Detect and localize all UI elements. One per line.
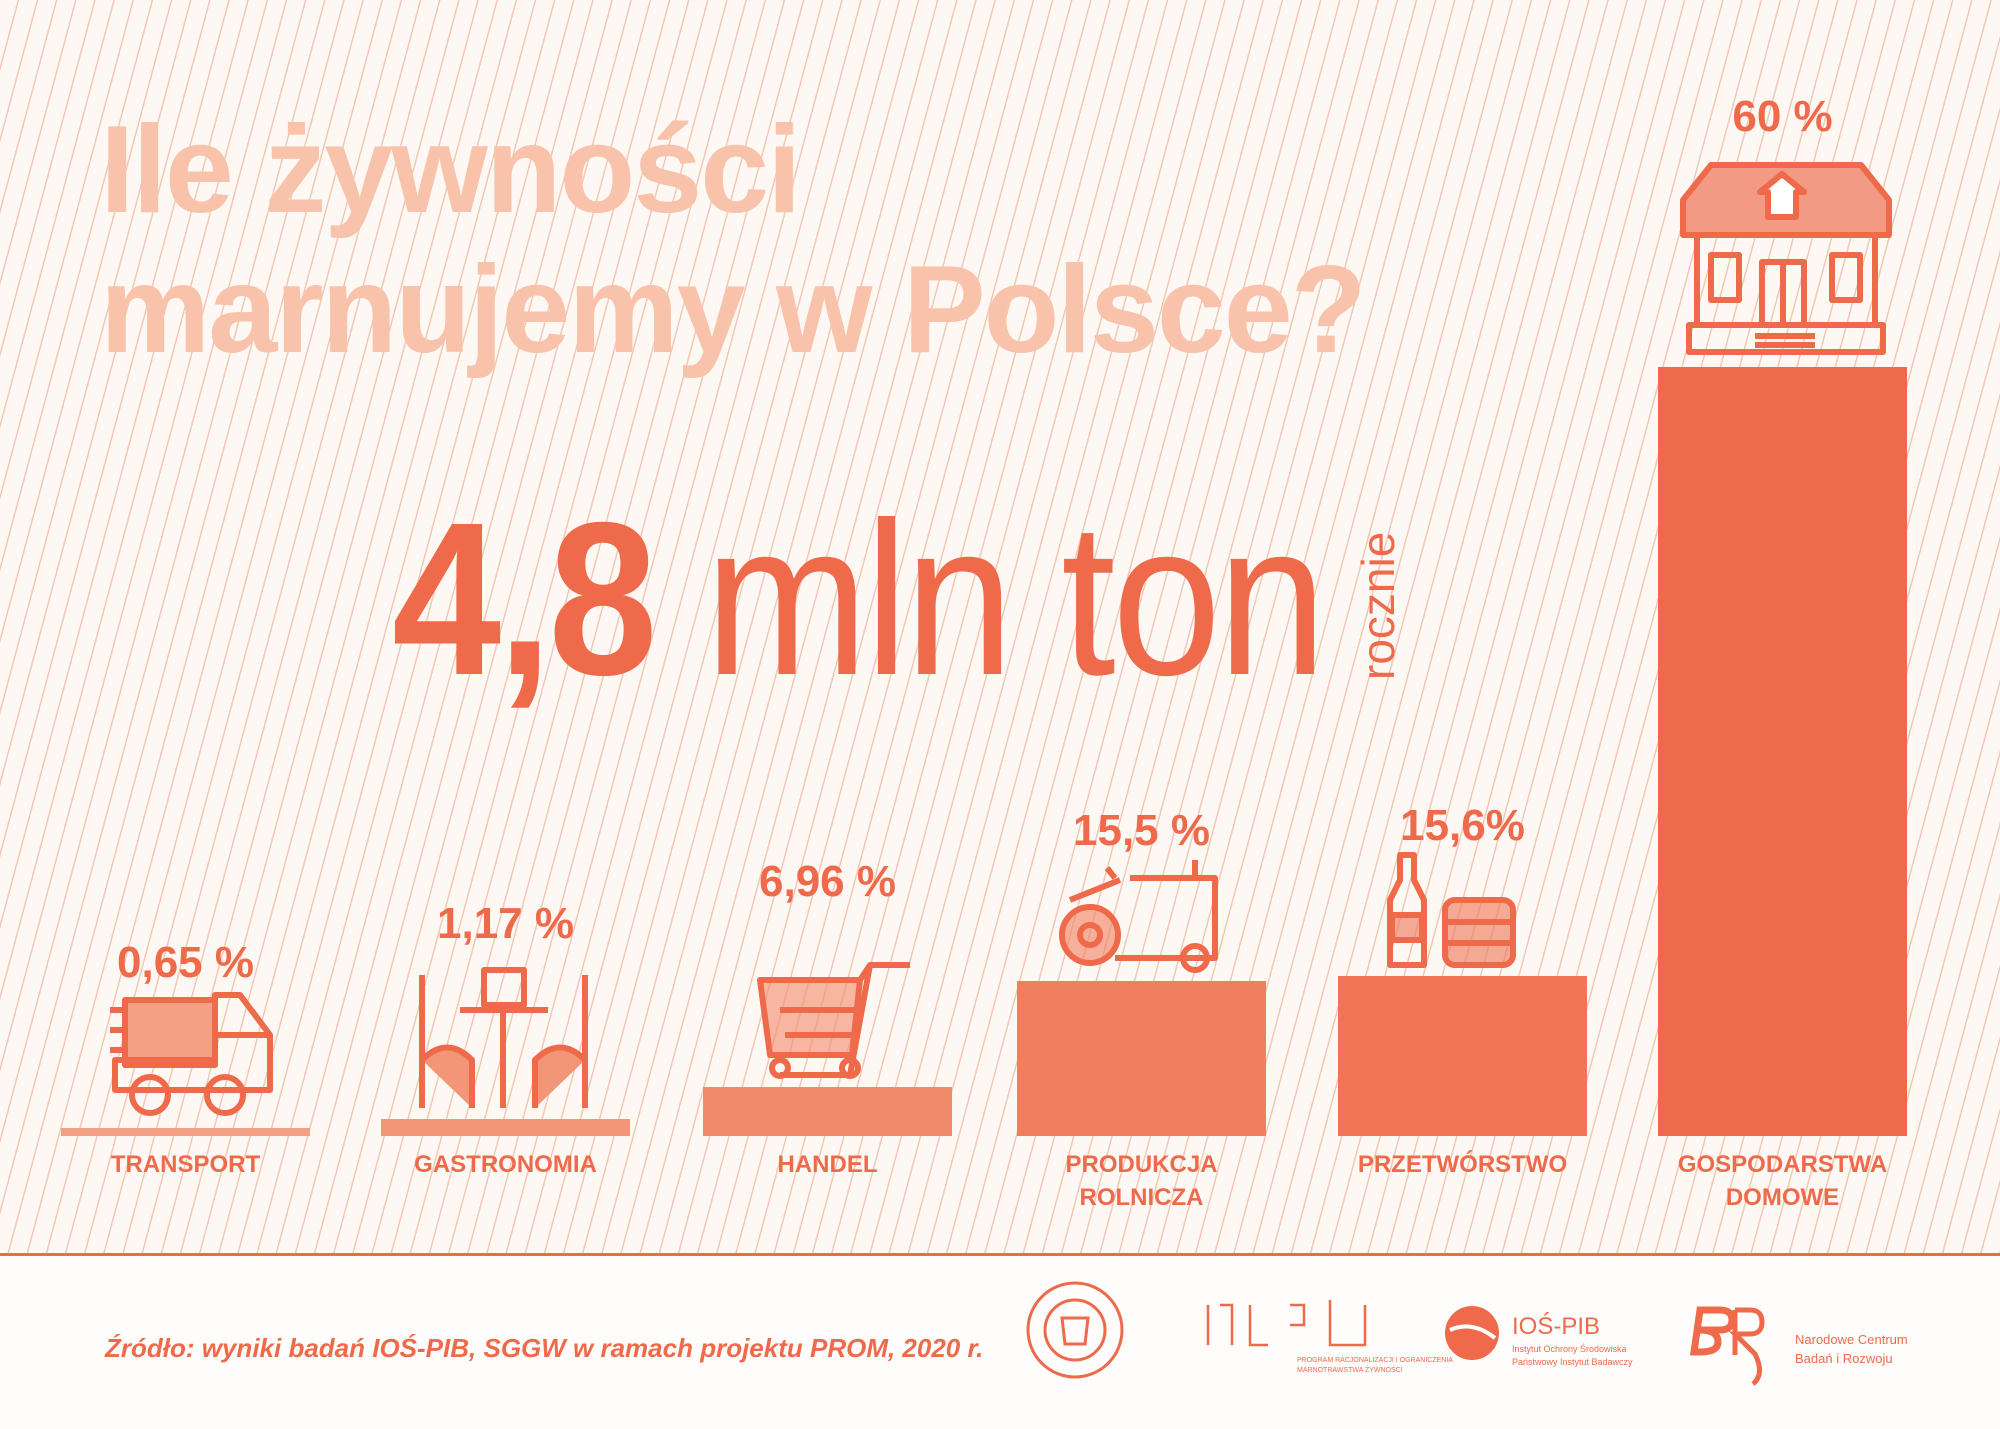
ios-subtitle-2: Państwowy Instytut Badawczy: [1512, 1357, 1633, 1367]
tractor-icon: [1059, 860, 1218, 973]
house-icon: [1680, 162, 1892, 355]
category-label: PRZETWÓRSTWO: [1357, 1151, 1568, 1178]
footer: [0, 1253, 2000, 1429]
prom-subtitle: PROGRAM RACJONALIZACJI I OGRANICZENIA MA…: [1297, 1356, 1453, 1376]
page-title: Ile żywności marnujemy w Polsce?: [100, 100, 1366, 380]
ncbr-name: Narodowe Centrum Badań i Rozwoju: [1795, 1330, 1908, 1368]
prom-subtitle-1: PROGRAM RACJONALIZACJI I OGRANICZENIA: [1297, 1357, 1453, 1364]
prom-logo: [1206, 1300, 1367, 1347]
value-label: 1,17 %: [437, 899, 574, 948]
ncbr-name-1: Narodowe Centrum: [1795, 1332, 1908, 1347]
category-label: HANDEL: [777, 1151, 878, 1178]
value-label: 60 %: [1732, 92, 1833, 141]
source-note: Źródło: wyniki badań IOŚ-PIB, SGGW w ram…: [105, 1333, 984, 1363]
value-label: 6,96 %: [759, 857, 896, 906]
shopping-cart-icon: [757, 962, 910, 1079]
bar-4: [1017, 981, 1266, 1136]
prom-subtitle-2: MARNOTRAWSTWA ŻYWNOŚCI: [1297, 1367, 1403, 1374]
bottle-and-can-icon: [1387, 852, 1516, 968]
ios-subtitle-1: Instytut Ochrony Środowiska: [1512, 1344, 1627, 1354]
headline-unit: mln ton: [704, 478, 1327, 721]
title-line-2: marnujemy w Polsce?: [100, 241, 1366, 379]
ios-pib-logo: [1445, 1306, 1499, 1360]
category-label: TRANSPORT: [110, 1151, 261, 1178]
bar-6: [1658, 367, 1907, 1136]
ncbr-name-2: Badań i Rozwoju: [1795, 1351, 1893, 1366]
ios-pib-subtitle: Instytut Ochrony Środowiska Państwowy In…: [1512, 1343, 1633, 1369]
category-label: PRODUKCJA ROLNICZA: [1065, 1151, 1218, 1211]
value-label: 0,65 %: [117, 938, 254, 987]
ncbr-logo: [1689, 1306, 1765, 1386]
bar-5: [1338, 976, 1587, 1136]
value-label: 15,5 %: [1073, 806, 1210, 855]
headline-total: 4,8 mln ton: [392, 478, 1327, 721]
title-line-1: Ile żywności: [100, 101, 802, 239]
bar-1: [61, 1128, 310, 1136]
jedz-bez-wyrzutow-logo: [1026, 1281, 1124, 1379]
truck-icon: [110, 992, 273, 1116]
ios-pib-name: IOŚ-PIB: [1512, 1313, 1601, 1340]
bar-3: [703, 1087, 952, 1136]
headline-value: 4,8: [392, 478, 658, 721]
restaurant-table-icon: [419, 967, 588, 1108]
value-label: 15,6%: [1400, 801, 1525, 850]
bar-2: [381, 1119, 630, 1136]
category-label: GOSPODARSTWA DOMOWE: [1677, 1151, 1888, 1211]
category-label: GASTRONOMIA: [414, 1151, 597, 1178]
